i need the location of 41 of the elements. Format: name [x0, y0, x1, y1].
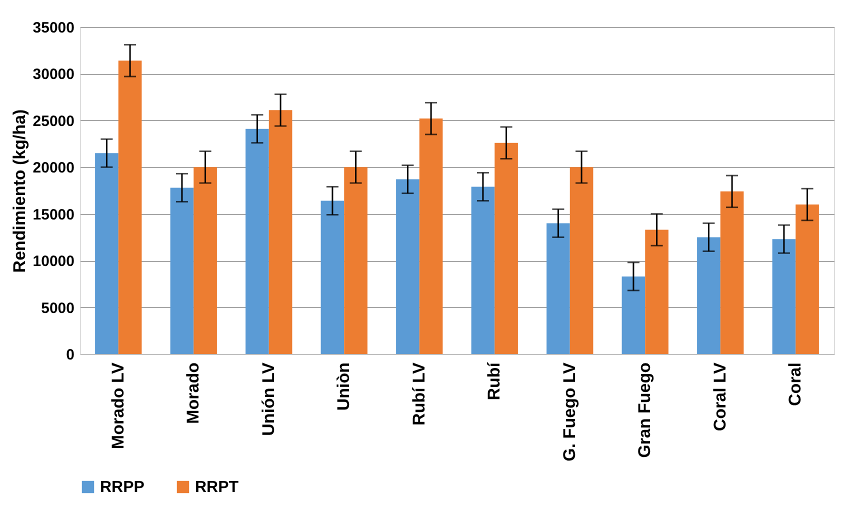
bar: [796, 204, 819, 354]
bar: [419, 118, 443, 354]
x-tick-label: Uniòn: [334, 362, 354, 411]
y-axis-title: Rendimiento (kg/ha): [10, 109, 29, 273]
bar: [320, 200, 344, 354]
x-tick-label: Coral: [786, 362, 805, 406]
bar: [622, 276, 646, 354]
x-tick-label: G. Fuego LV: [560, 362, 579, 462]
y-tick-label: 20000: [32, 160, 74, 177]
x-tick-label: Rubí: [484, 361, 504, 400]
bar: [772, 239, 796, 354]
x-tick-label: Unión LV: [258, 362, 278, 436]
bar: [546, 223, 570, 354]
bar: [697, 237, 720, 354]
bar: [344, 167, 368, 354]
bar: [720, 191, 744, 354]
bar: [570, 167, 594, 354]
bar: [170, 188, 194, 354]
bar: [268, 110, 292, 354]
y-tick-label: 35000: [32, 20, 74, 36]
bar: [645, 230, 668, 354]
y-tick-label: 15000: [32, 206, 74, 224]
y-tick-label: 10000: [32, 253, 74, 270]
legend-label: RRPP: [100, 479, 145, 496]
y-tick-label: 5000: [41, 300, 74, 317]
x-tick-label: Morado LV: [108, 362, 128, 450]
bar: [194, 167, 217, 354]
x-tick-label: Coral LV: [710, 362, 730, 432]
bar: [246, 128, 269, 354]
bar: [95, 153, 118, 354]
x-tick-label: Rubí LV: [409, 362, 428, 426]
x-tick-label: Gran Fuego: [635, 362, 654, 458]
y-tick-label: 0: [66, 346, 74, 364]
bar: [396, 179, 420, 354]
x-tick-label: Morado: [184, 362, 203, 424]
legend-label: RRPT: [195, 479, 239, 496]
bar: [471, 186, 495, 354]
bar: [494, 142, 518, 354]
y-tick-label: 25000: [32, 112, 74, 130]
y-tick-label: 30000: [32, 66, 74, 84]
bar: [118, 60, 142, 354]
